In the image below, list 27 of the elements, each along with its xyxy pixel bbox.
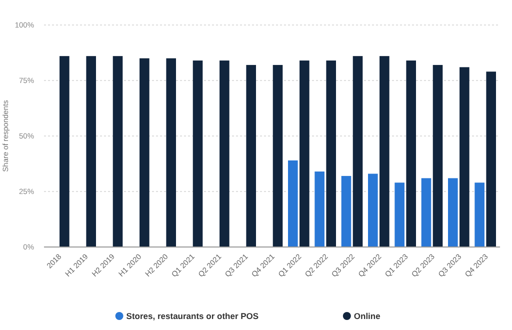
bar bbox=[421, 178, 432, 247]
legend-label: Online bbox=[354, 310, 381, 321]
bar bbox=[288, 160, 298, 247]
bar bbox=[486, 72, 496, 247]
bar bbox=[314, 172, 324, 247]
bar bbox=[272, 64, 283, 247]
bar bbox=[112, 56, 123, 247]
bar bbox=[448, 178, 458, 247]
bar bbox=[474, 182, 484, 247]
bar bbox=[220, 60, 230, 247]
bar bbox=[246, 64, 256, 247]
bar bbox=[140, 58, 150, 247]
bar bbox=[192, 60, 203, 247]
bar bbox=[460, 67, 470, 247]
bar bbox=[166, 58, 176, 247]
legend-label: Stores, restaurants or other POS bbox=[126, 310, 259, 321]
bar bbox=[406, 60, 416, 247]
bar bbox=[352, 56, 363, 247]
bar bbox=[368, 174, 378, 247]
bar bbox=[326, 60, 336, 247]
bar bbox=[86, 56, 96, 247]
bar bbox=[432, 64, 443, 247]
bar bbox=[60, 56, 70, 247]
bar bbox=[300, 60, 310, 247]
bar bbox=[380, 56, 390, 247]
bar bbox=[394, 182, 404, 247]
bar bbox=[341, 176, 352, 247]
